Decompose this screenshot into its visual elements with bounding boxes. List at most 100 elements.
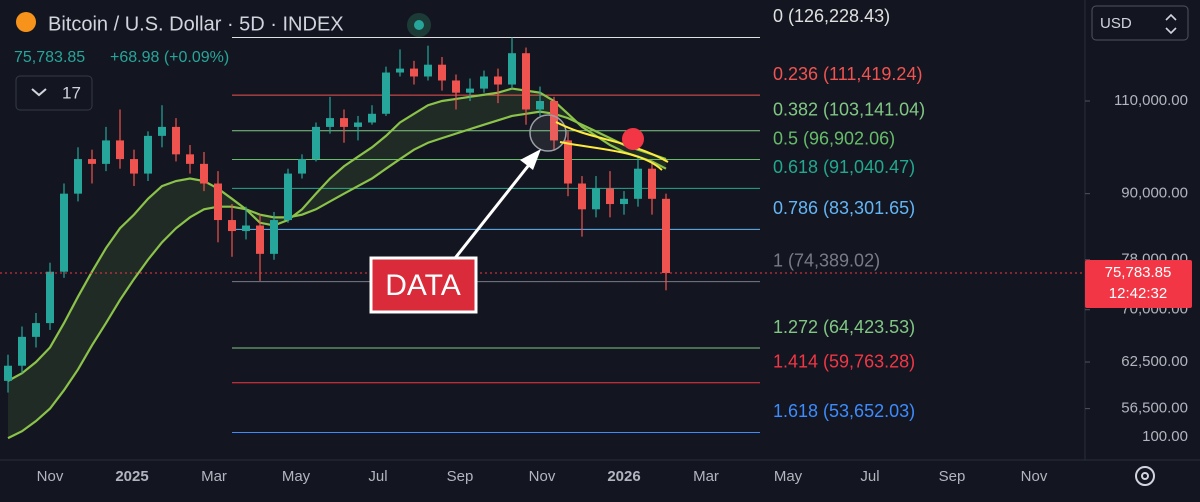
candle-body xyxy=(396,68,404,73)
status-dot xyxy=(414,20,424,30)
annotations: DATA xyxy=(369,114,669,314)
candle-body xyxy=(102,140,110,164)
candle-body xyxy=(130,159,138,174)
y-tick-label: 90,000.00 xyxy=(1121,185,1188,202)
currency-label: USD xyxy=(1100,15,1132,32)
candle-body xyxy=(424,64,432,77)
arrow-head xyxy=(520,149,541,170)
fib-label: 1.272 (64,423.53) xyxy=(773,317,915,337)
candle-body xyxy=(634,168,642,199)
candle-body xyxy=(410,68,418,77)
fib-label: 1.414 (59,763.28) xyxy=(773,351,915,371)
candle-body xyxy=(298,159,306,174)
highlight-circle xyxy=(529,114,567,152)
arrow-line xyxy=(450,155,538,263)
btc-icon xyxy=(16,12,36,32)
candle-body xyxy=(116,140,124,160)
x-tick-label: May xyxy=(774,468,803,485)
candle-body xyxy=(522,53,530,110)
candle-body xyxy=(32,323,40,337)
candle-body xyxy=(438,64,446,81)
x-tick-label: 2025 xyxy=(115,468,148,485)
candle-body xyxy=(606,188,614,205)
fib-label: 1.618 (53,652.03) xyxy=(773,401,915,421)
ma-band-fill xyxy=(8,88,666,439)
x-tick-label: Nov xyxy=(37,468,64,485)
y-tick-label: 56,500.00 xyxy=(1121,400,1188,417)
red-marker xyxy=(622,128,644,150)
x-tick-label: Nov xyxy=(1021,468,1048,485)
settings-icon-center xyxy=(1141,472,1149,480)
candle-body xyxy=(242,225,250,232)
y-tick-label: 62,500.00 xyxy=(1121,353,1188,370)
trend-line xyxy=(559,141,663,171)
volume-axis-label: 100.00 xyxy=(1142,428,1188,445)
price-tag-value: 75,783.85 xyxy=(1105,264,1172,281)
annotation-box xyxy=(369,256,478,314)
candle-body xyxy=(564,140,572,184)
fib-label: 0.618 (91,040.47) xyxy=(773,157,915,177)
annotation-text: DATA xyxy=(385,269,461,302)
candle-body xyxy=(466,88,474,93)
chevron-icon xyxy=(31,88,47,97)
currency-button[interactable] xyxy=(1091,5,1189,41)
candle-body xyxy=(340,118,348,127)
candle-body xyxy=(4,365,12,381)
candle-body xyxy=(312,126,320,160)
price-tag-countdown: 12:42:32 xyxy=(1109,285,1167,302)
plot: 110,000.0090,000.0078,000.0070,000.0062,… xyxy=(0,6,1188,485)
x-tick-label: 2026 xyxy=(607,468,640,485)
candle-body xyxy=(158,126,166,136)
candle-body xyxy=(326,118,334,127)
candle-body xyxy=(256,225,264,254)
fib-label: 0.5 (96,902.06) xyxy=(773,128,895,148)
candle-body xyxy=(620,198,628,205)
x-tick-label: May xyxy=(282,468,311,485)
candle-body xyxy=(144,135,152,174)
candle-body xyxy=(494,76,502,85)
candle-body xyxy=(578,183,586,210)
candle-body xyxy=(88,159,96,164)
x-tick-label: Jul xyxy=(368,468,387,485)
x-tick-label: Nov xyxy=(529,468,556,485)
fib-label: 0.382 (103,141.04) xyxy=(773,99,925,119)
candle-body xyxy=(46,271,54,324)
candle-body xyxy=(200,163,208,184)
candle-body xyxy=(228,220,236,232)
settings-icon[interactable] xyxy=(1135,466,1155,486)
last-price: 75,783.85 xyxy=(14,49,85,66)
candle-body xyxy=(662,198,670,274)
candle-body xyxy=(648,168,656,199)
price-change: +68.98 (+0.09%) xyxy=(110,49,229,66)
price-tag xyxy=(1085,260,1192,309)
candle-body xyxy=(368,113,376,123)
candle-body xyxy=(354,122,362,127)
candle-body xyxy=(592,188,600,210)
x-tick-label: Jul xyxy=(860,468,879,485)
x-tick-label: Mar xyxy=(201,468,227,485)
candle-body xyxy=(74,159,82,194)
candle-body xyxy=(284,173,292,221)
candle-body xyxy=(270,220,278,254)
trend-line xyxy=(555,121,669,163)
candle-body xyxy=(550,101,558,141)
symbol-title: Bitcoin / U.S. Dollar · 5D · INDEX xyxy=(48,13,344,35)
x-tick-label: Sep xyxy=(939,468,966,485)
fib-label: 1 (74,389.02) xyxy=(773,250,880,270)
fib-label: 0.236 (111,419.24) xyxy=(773,64,922,84)
currency-arrows xyxy=(1165,13,1177,35)
candle-body xyxy=(382,72,390,114)
interval-button[interactable] xyxy=(15,75,93,111)
candle-body xyxy=(452,80,460,93)
x-tick-label: Mar xyxy=(693,468,719,485)
candle-body xyxy=(536,101,544,110)
y-tick-label: 110,000.00 xyxy=(1114,92,1188,109)
candle-body xyxy=(18,336,26,366)
fib-label: 0 (126,228.43) xyxy=(773,6,890,26)
candle-body xyxy=(480,76,488,89)
x-tick-label: Sep xyxy=(447,468,474,485)
candle-body xyxy=(508,53,516,85)
interval-count: 17 xyxy=(62,83,81,102)
